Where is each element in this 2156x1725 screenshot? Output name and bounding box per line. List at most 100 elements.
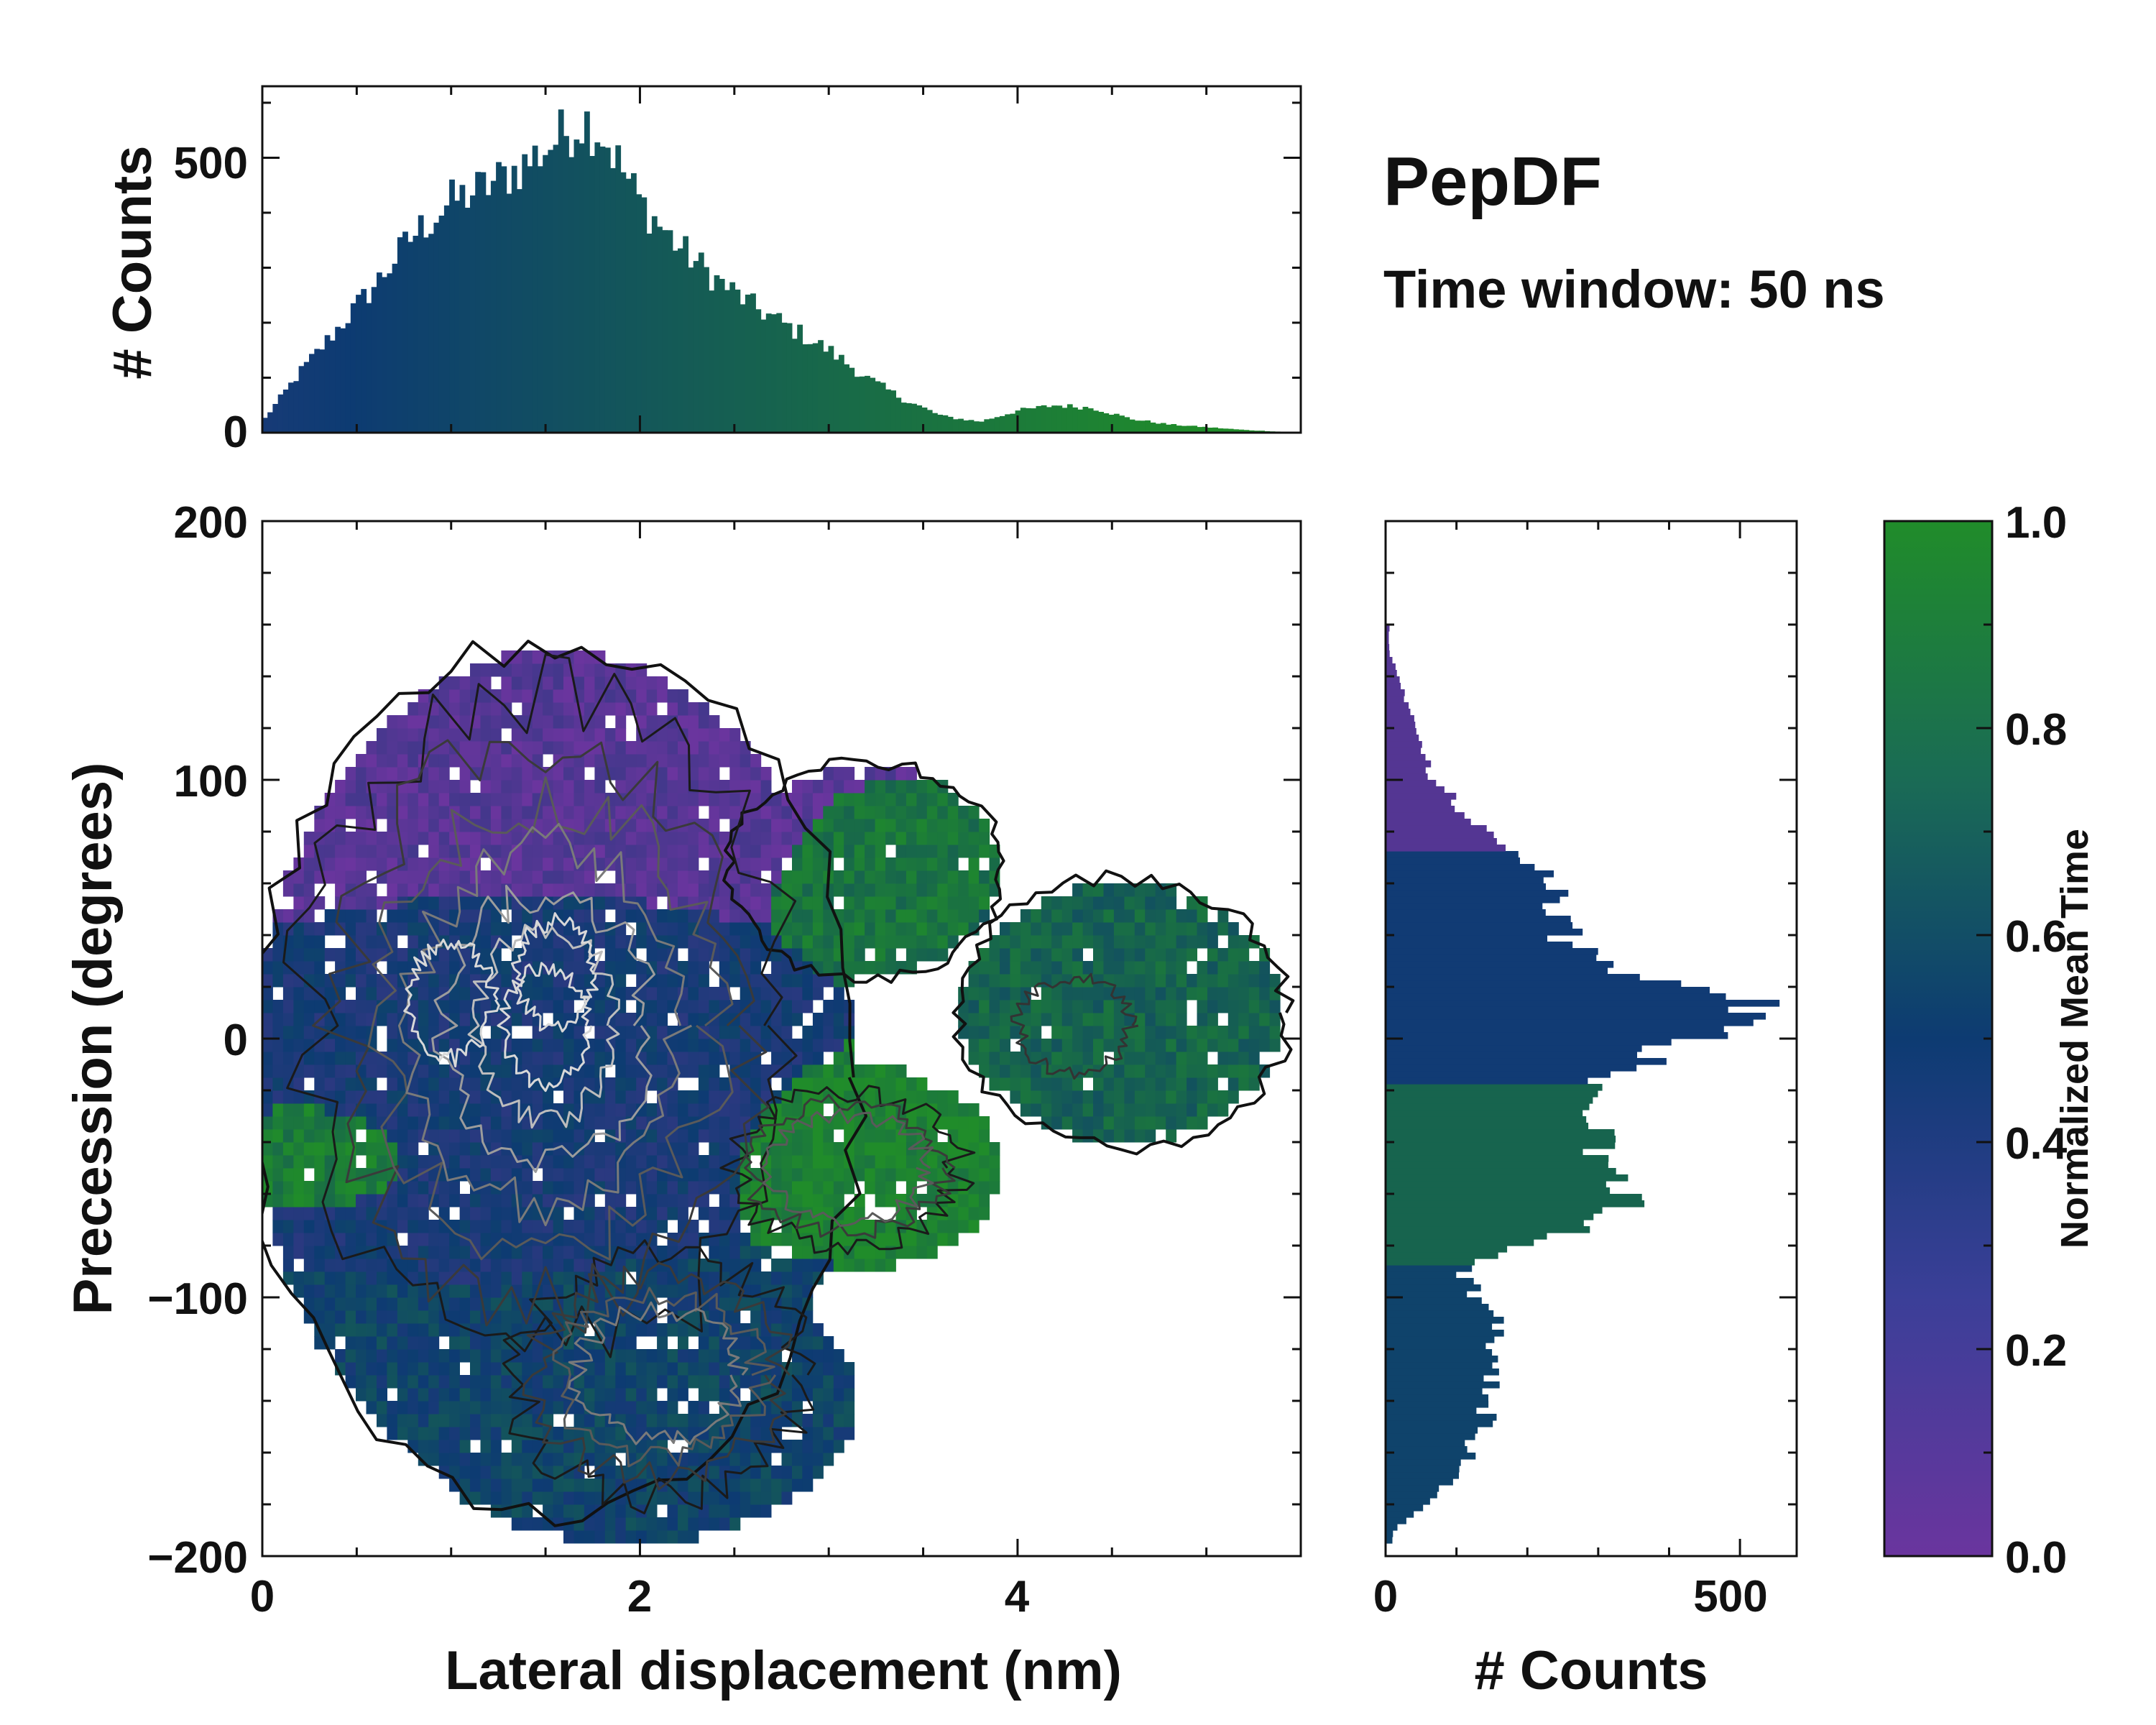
heatmap-cell — [688, 948, 699, 962]
heatmap-cell — [335, 1349, 346, 1363]
heatmap-cell — [1072, 909, 1083, 923]
heatmap-cell — [282, 1207, 294, 1220]
heatmap-cell — [377, 1323, 387, 1337]
heatmap-cell — [1051, 1077, 1063, 1091]
heatmap-cell — [937, 832, 949, 845]
heatmap-cell — [282, 1220, 294, 1233]
heatmap-cell — [501, 793, 512, 806]
top-histogram-bar — [428, 234, 434, 433]
heatmap-cell — [262, 1142, 273, 1156]
heatmap-cell — [979, 845, 990, 858]
heatmap-cell — [875, 1168, 886, 1182]
heatmap-cell — [511, 793, 522, 806]
heatmap-cell — [449, 1427, 460, 1440]
heatmap-cell — [1093, 1013, 1104, 1026]
heatmap-cell — [459, 1401, 471, 1414]
heatmap-cell — [543, 663, 554, 677]
heatmap-cell — [511, 1414, 522, 1427]
heatmap-cell — [1020, 922, 1031, 936]
heatmap-cell — [885, 832, 896, 845]
heatmap-cell — [636, 1090, 648, 1104]
heatmap-cell — [543, 715, 554, 729]
colorbar-gradient — [1883, 520, 1994, 1558]
heatmap-cell — [377, 1375, 387, 1389]
heatmap-cell — [604, 702, 616, 716]
heatmap-cell — [657, 1362, 668, 1376]
heatmap-cell — [1145, 948, 1156, 962]
heatmap-cell — [781, 922, 793, 936]
heatmap-cell — [1020, 1090, 1031, 1104]
heatmap-cell — [1020, 1077, 1031, 1091]
heatmap-cell — [657, 948, 668, 962]
heatmap-cell — [947, 935, 959, 949]
right-histogram-bar — [1386, 1200, 1645, 1208]
heatmap-cell — [480, 676, 492, 690]
heatmap-cell — [865, 806, 875, 819]
heatmap-cell — [449, 1466, 460, 1479]
heatmap-cell — [1072, 987, 1083, 1000]
heatmap-contour — [497, 962, 593, 1092]
heatmap-cell — [1134, 1116, 1146, 1130]
heatmap-cell — [563, 676, 574, 690]
heatmap-cell — [377, 1181, 387, 1195]
heatmap-cell — [802, 896, 814, 910]
heatmap-cell — [947, 845, 959, 858]
top-histogram-bar — [568, 157, 575, 433]
heatmap-cell — [678, 793, 688, 806]
heatmap-cell — [792, 883, 803, 897]
heatmap-cell — [573, 974, 585, 988]
heatmap-cell — [272, 1116, 284, 1130]
heatmap-cell — [324, 1103, 336, 1117]
top-histogram-bar — [885, 389, 891, 433]
heatmap-cell — [750, 935, 762, 949]
heatmap-cell — [314, 1310, 326, 1324]
heatmap-cell — [522, 1388, 533, 1402]
heatmap-cell — [906, 935, 917, 949]
heatmap-cell — [377, 1401, 387, 1414]
heatmap-cell — [293, 1207, 305, 1220]
heatmap-cell — [844, 1375, 855, 1389]
heatmap-cell — [470, 741, 481, 755]
heatmap-cell — [480, 1220, 492, 1233]
heatmap-cell — [1082, 1000, 1094, 1013]
top-histogram-bar — [537, 166, 543, 433]
heatmap-cell — [865, 1181, 875, 1195]
heatmap-cell — [407, 1233, 419, 1246]
heatmap-cell — [916, 909, 928, 923]
heatmap-cell — [947, 819, 959, 832]
heatmap-cell — [698, 1414, 709, 1427]
heatmap-cell — [646, 1259, 658, 1272]
heatmap-cell — [1134, 1103, 1146, 1117]
heatmap-cell — [958, 1129, 969, 1143]
heatmap-cell — [1072, 1052, 1083, 1065]
heatmap-cell — [833, 767, 844, 781]
heatmap-cell — [522, 1517, 533, 1531]
heatmap-cell — [792, 1155, 803, 1169]
heatmap-cell — [501, 767, 512, 781]
heatmap-cell — [1197, 1077, 1208, 1091]
heatmap-cell — [511, 1077, 522, 1091]
top-histogram-bar — [438, 216, 445, 433]
heatmap-cell — [1093, 1077, 1104, 1091]
heatmap-cell — [563, 896, 574, 910]
heatmap-cell — [1207, 961, 1218, 975]
heatmap-cell — [377, 1388, 387, 1402]
heatmap-cell — [729, 1233, 741, 1246]
heatmap-cell — [449, 1155, 460, 1169]
heatmap-cell — [1166, 935, 1177, 949]
heatmap-cell — [511, 1453, 522, 1466]
right-histogram-bar — [1386, 948, 1598, 955]
heatmap-cell — [501, 1271, 512, 1285]
heatmap-cell — [865, 780, 875, 794]
heatmap-cell — [438, 1453, 450, 1466]
heatmap-cell — [750, 896, 762, 910]
heatmap-cell — [615, 1077, 627, 1091]
heatmap-cell — [563, 1453, 574, 1466]
heatmap-cell — [1093, 883, 1104, 897]
heatmap-cell — [740, 1336, 751, 1350]
heatmap-cell — [490, 767, 502, 781]
heatmap-cell — [667, 870, 678, 884]
heatmap-cell — [636, 845, 648, 858]
heatmap-cell — [1000, 1052, 1010, 1065]
heatmap-cell — [709, 1142, 720, 1156]
